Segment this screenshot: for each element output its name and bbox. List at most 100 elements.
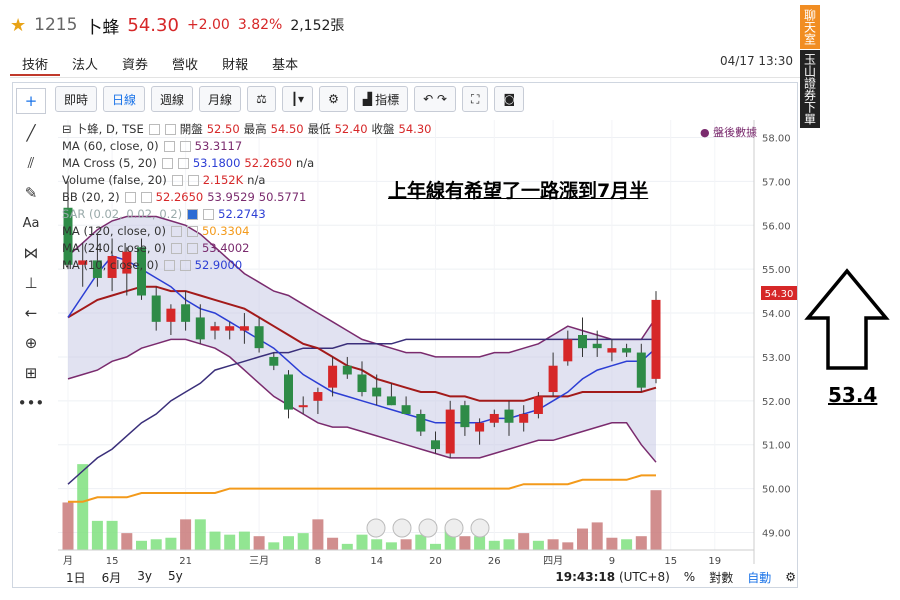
volume-bar — [62, 502, 74, 550]
volume-bar — [635, 536, 647, 550]
legend-row-ma60[interactable]: MA (60, close, 0) 53.3117 — [62, 138, 431, 155]
volume-bar — [297, 533, 309, 550]
candle-body — [284, 374, 293, 410]
legend-row-ma10[interactable]: MA (10, close, 0) 52.9000 — [62, 257, 431, 274]
log-toggle[interactable]: 對數 — [709, 570, 734, 585]
weekly-button[interactable]: 週線 — [151, 86, 194, 112]
brush-icon[interactable]: ✎ — [24, 184, 38, 202]
back-arrow-icon[interactable]: ← — [24, 304, 38, 322]
legend-row-ma120[interactable]: MA (120, close, 0) 50.3304 — [62, 223, 431, 240]
after-hours-link[interactable]: ● 盤後數據 — [700, 126, 758, 139]
fullscreen-icon[interactable]: ⛶ — [462, 86, 489, 112]
trendline-icon[interactable]: ╱ — [26, 124, 36, 142]
realtime-button[interactable]: 即時 — [55, 86, 98, 112]
legend-row-sar[interactable]: SAR (0.02, 0.02, 0.2) 52.2743 — [62, 206, 431, 223]
percent-toggle[interactable]: % — [683, 570, 696, 584]
gear-icon[interactable] — [179, 141, 191, 152]
collapse-icon[interactable]: ⊟ — [62, 122, 72, 136]
gear-icon[interactable] — [179, 260, 191, 271]
tab-margin[interactable]: 資券 — [122, 58, 149, 73]
zoom-icon[interactable]: ⊕ — [24, 334, 38, 352]
legend-row-volume[interactable]: Volume (false, 20) 2.152K n/a — [62, 172, 431, 189]
volume-bar — [194, 519, 206, 550]
eye-icon[interactable] — [163, 260, 175, 271]
range-6m[interactable]: 6月 — [101, 570, 122, 585]
gear-icon[interactable] — [203, 209, 215, 220]
daily-button[interactable]: 日線 — [103, 86, 146, 112]
gear-icon[interactable] — [187, 175, 199, 186]
legend-row-ma240[interactable]: MA (240, close, 0) 53.4002 — [62, 240, 431, 257]
indicator-button[interactable]: ▟ 指標 — [353, 86, 409, 112]
candle-type-icon[interactable]: ┃▾ — [281, 86, 314, 112]
legend-label: MA (240, close, 0) — [62, 241, 166, 255]
eye-icon[interactable] — [170, 243, 182, 254]
y-axis: 58.00 57.00 56.00 55.00 54.00 53.00 52.00 51.00… — [58, 120, 791, 564]
gear-icon[interactable] — [140, 192, 152, 203]
volume-bar — [577, 528, 588, 550]
candle-body — [416, 413, 426, 432]
monthly-button[interactable]: 月線 — [199, 86, 242, 112]
eye-icon[interactable] — [161, 158, 173, 169]
legend-title: 卜蜂, D, TSE — [75, 122, 144, 136]
eye-icon[interactable] — [124, 192, 136, 203]
eye-icon[interactable] — [170, 226, 182, 237]
ohlc-high-label: 最高 — [243, 122, 267, 136]
candle-body — [313, 392, 323, 401]
gear-icon[interactable] — [164, 124, 176, 135]
eye-icon[interactable] — [187, 209, 199, 220]
volume-bar — [562, 542, 574, 550]
legend-row-macross[interactable]: MA Cross (5, 20) 53.1800 52.2650 n/a — [62, 155, 431, 172]
candle-body — [519, 413, 529, 423]
x-axis: 月 15 21 三月 8 14 20 26 四月 9 15 19 — [63, 555, 721, 567]
volume-bar — [253, 536, 265, 550]
ohlc-low-label: 最低 — [307, 122, 331, 136]
tab-institutional[interactable]: 法人 — [72, 58, 99, 73]
pattern-icon[interactable]: ⋈ — [23, 244, 39, 262]
ohlc-close-label: 收盤 — [371, 122, 395, 136]
tab-revenue[interactable]: 營收 — [172, 58, 199, 73]
settings-icon[interactable]: ⚙ — [319, 86, 348, 112]
candle-body — [342, 365, 352, 375]
more-icon[interactable]: ••• — [17, 394, 45, 412]
price-chart[interactable]: 58.00 57.00 56.00 55.00 54.00 53.00 52.00 51.00… — [58, 118, 798, 568]
volume-bar — [474, 536, 486, 550]
tab-financials[interactable]: 財報 — [222, 58, 249, 73]
settings-gear-icon[interactable]: ⚙ — [785, 570, 796, 584]
tab-basic[interactable]: 基本 — [272, 58, 299, 73]
measure-icon[interactable]: ⊥ — [24, 274, 38, 292]
eye-icon[interactable] — [171, 175, 183, 186]
gear-icon[interactable] — [177, 158, 189, 169]
favorite-star-icon[interactable]: ★ — [10, 14, 27, 36]
eye-icon[interactable] — [148, 124, 160, 135]
compare-icon[interactable]: ⚖ — [247, 86, 276, 112]
legend-value: 50.3304 — [201, 224, 250, 238]
legend-title-row: ⊟ 卜蜂, D, TSE 開盤 52.50 最高 54.50 最低 52.40 … — [62, 121, 431, 138]
text-tool-icon[interactable]: Aa — [22, 215, 40, 231]
volume-bar — [121, 533, 133, 550]
crosshair-icon[interactable]: + — [16, 88, 46, 114]
ruler-icon[interactable]: ⊞ — [24, 364, 38, 382]
gear-icon[interactable] — [186, 226, 198, 237]
legend-value: 53.9529 — [207, 190, 255, 204]
range-5y[interactable]: 5y — [168, 568, 183, 583]
auto-toggle[interactable]: 自動 — [747, 570, 772, 585]
tab-technical[interactable]: 技術 — [10, 52, 61, 76]
candle-body — [122, 251, 132, 274]
camera-icon[interactable]: ◙ — [494, 86, 525, 112]
volume-bar — [532, 540, 544, 550]
legend-row-bb[interactable]: BB (20, 2) 52.2650 53.9529 50.5771 — [62, 189, 431, 206]
gear-icon[interactable] — [186, 243, 198, 254]
candle-body — [298, 405, 308, 408]
range-1d[interactable]: 1日 — [66, 570, 86, 585]
fib-icon[interactable]: ⫽ — [27, 154, 35, 172]
candle-body — [533, 396, 543, 414]
x-tick-label: 26 — [488, 556, 501, 567]
broker-order-button[interactable]: 玉山證券下單 — [800, 50, 820, 128]
chat-room-button[interactable]: 聊天室 — [800, 5, 820, 49]
stock-code: 1215 — [34, 15, 78, 35]
ohlc-high-value: 54.50 — [270, 122, 304, 136]
undo-redo-icon[interactable]: ↶ ↷ — [414, 86, 457, 112]
zoom-controls[interactable] — [366, 518, 490, 538]
eye-icon[interactable] — [163, 141, 175, 152]
range-3y[interactable]: 3y — [137, 568, 153, 583]
